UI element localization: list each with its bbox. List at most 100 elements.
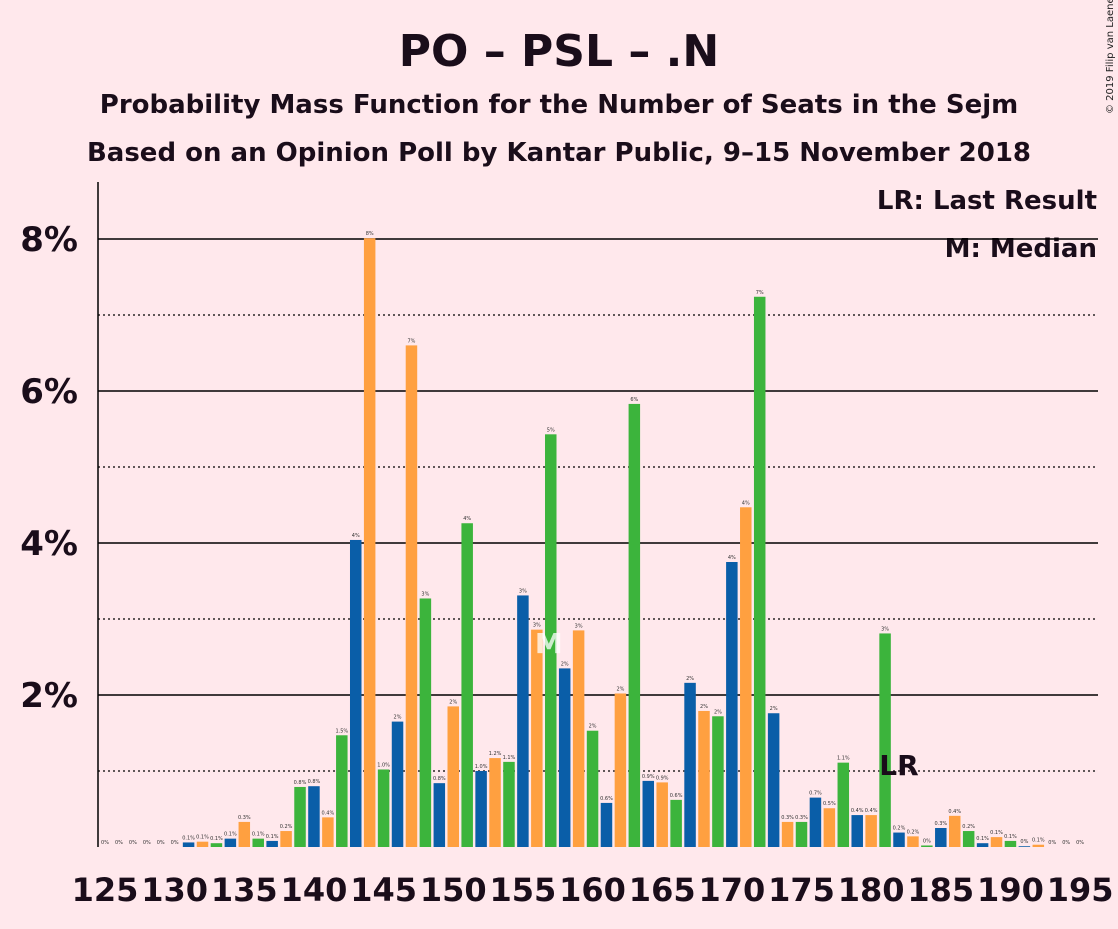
bar-seat-137 bbox=[266, 840, 278, 847]
data-label-seat-158: 2% bbox=[561, 661, 569, 667]
copyright-notice: © 2019 Filip van Laenen bbox=[1105, 0, 1116, 114]
x-tick-label: 175 bbox=[768, 871, 835, 909]
data-label-seat-172: 7% bbox=[756, 290, 764, 296]
data-label-seat-178: 1.1% bbox=[837, 756, 850, 762]
data-label-seat-174: 0.3% bbox=[781, 815, 794, 821]
data-label-seat-134: 0.1% bbox=[224, 832, 237, 838]
data-label-seat-127: 0% bbox=[129, 840, 137, 846]
data-label-seat-184: 0% bbox=[923, 838, 931, 844]
bar-seat-156 bbox=[531, 629, 543, 847]
median-marker: M bbox=[535, 627, 563, 660]
data-label-seat-180: 0.4% bbox=[865, 808, 878, 814]
data-label-seat-170: 4% bbox=[728, 555, 736, 561]
data-label-seat-146: 2% bbox=[394, 715, 402, 721]
data-label-seat-151: 4% bbox=[463, 516, 471, 522]
bar-seat-148 bbox=[419, 598, 432, 847]
bar-seat-175 bbox=[795, 821, 808, 847]
bar-seat-183 bbox=[907, 836, 919, 847]
y-tick-label: 2% bbox=[20, 676, 78, 716]
data-label-seat-144: 8% bbox=[366, 231, 374, 237]
bar-seat-146 bbox=[391, 721, 404, 847]
markers-group: M LR bbox=[535, 627, 919, 782]
data-label-seat-148: 3% bbox=[421, 591, 429, 597]
data-label-seat-162: 2% bbox=[616, 686, 624, 692]
data-label-seat-142: 1.5% bbox=[335, 728, 348, 734]
x-tick-label: 135 bbox=[211, 871, 278, 909]
data-label-seat-152: 1.0% bbox=[475, 764, 488, 770]
bar-seat-143 bbox=[349, 539, 362, 847]
bar-seat-140 bbox=[308, 786, 320, 847]
x-tick-label: 180 bbox=[838, 871, 905, 909]
bar-seat-186 bbox=[948, 815, 961, 847]
bar-seat-132 bbox=[196, 841, 209, 847]
chart-source: Based on an Opinion Poll by Kantar Publi… bbox=[87, 138, 1031, 168]
bar-seat-167 bbox=[684, 682, 696, 847]
data-label-seat-137: 0.1% bbox=[266, 834, 279, 840]
data-label-seat-163: 6% bbox=[630, 397, 638, 403]
bar-seat-184 bbox=[921, 845, 933, 847]
bar-seat-153 bbox=[489, 758, 501, 847]
data-label-seat-188: 0.1% bbox=[976, 836, 989, 842]
bar-seat-176 bbox=[809, 797, 822, 847]
x-tick-label: 170 bbox=[698, 871, 765, 909]
data-label-seat-153: 1.2% bbox=[489, 751, 502, 757]
data-label-seat-125: 0% bbox=[101, 840, 109, 846]
bar-seat-185 bbox=[935, 828, 947, 847]
data-label-seat-140: 0.8% bbox=[308, 779, 321, 785]
x-tick-label: 130 bbox=[141, 871, 208, 909]
data-label-seat-139: 0.8% bbox=[294, 780, 307, 786]
data-labels-group: 0% 0% 0% 0% 0% 0%0.1% 0.1% 0.1%0.1%0.3%0.1% 0.1%… bbox=[101, 231, 1084, 846]
x-tick-label: 150 bbox=[420, 871, 487, 909]
bar-seat-190 bbox=[1004, 840, 1017, 847]
data-label-seat-138: 0.2% bbox=[280, 824, 293, 830]
data-label-seat-179: 0.4% bbox=[851, 808, 864, 814]
data-label-seat-183: 0.2% bbox=[907, 829, 920, 835]
chart-subtitle: Probability Mass Function for the Number… bbox=[100, 90, 1018, 120]
data-label-seat-143: 4% bbox=[352, 533, 360, 539]
bar-seat-172 bbox=[753, 296, 766, 847]
x-tick-label: 155 bbox=[490, 871, 557, 909]
x-tick-label: 185 bbox=[907, 871, 974, 909]
data-label-seat-155: 3% bbox=[519, 588, 527, 594]
bar-seat-135 bbox=[238, 821, 251, 847]
bar-seat-134 bbox=[224, 838, 237, 847]
data-label-seat-186: 0.4% bbox=[948, 809, 961, 815]
bar-seat-178 bbox=[837, 762, 850, 847]
x-tick-label: 190 bbox=[977, 871, 1044, 909]
bar-seat-188 bbox=[976, 843, 989, 847]
data-label-seat-164: 0.9% bbox=[642, 774, 655, 780]
bar-seat-170 bbox=[726, 562, 738, 847]
data-label-seat-149: 0.8% bbox=[433, 776, 446, 782]
chart-title: PO – PSL – .N bbox=[399, 26, 719, 77]
bar-seat-142 bbox=[336, 735, 348, 847]
bar-seat-152 bbox=[475, 771, 487, 847]
data-label-seat-173: 2% bbox=[770, 706, 778, 712]
bar-seat-139 bbox=[294, 786, 306, 847]
x-tick-label: 125 bbox=[72, 871, 139, 909]
bar-seat-151 bbox=[461, 523, 473, 847]
data-label-seat-192: 0.1% bbox=[1032, 838, 1045, 844]
bar-seat-144 bbox=[363, 238, 376, 848]
data-label-seat-147: 7% bbox=[407, 338, 415, 344]
bar-seat-150 bbox=[447, 706, 459, 847]
data-label-seat-150: 2% bbox=[449, 699, 457, 705]
x-tick-label: 165 bbox=[629, 871, 696, 909]
x-tick-label: 145 bbox=[350, 871, 417, 909]
bar-seat-149 bbox=[433, 783, 446, 847]
axes-group: 2% 4% 6% 8% 125 130 135 140 145 150 155 160 165 170 17… bbox=[20, 182, 1113, 909]
bar-seat-160 bbox=[586, 730, 599, 847]
bar-seat-158 bbox=[558, 668, 571, 847]
data-label-seat-145: 1.0% bbox=[377, 762, 390, 768]
bar-seat-162 bbox=[614, 693, 627, 847]
data-label-seat-171: 4% bbox=[742, 500, 750, 506]
bar-seat-141 bbox=[322, 817, 334, 847]
bar-seat-157 bbox=[545, 434, 557, 847]
data-label-seat-133: 0.1% bbox=[210, 836, 223, 842]
y-tick-label: 8% bbox=[20, 220, 78, 260]
bar-seat-169 bbox=[712, 716, 724, 847]
bar-seat-171 bbox=[740, 507, 752, 847]
data-label-seat-154: 1.1% bbox=[503, 755, 516, 761]
bar-seat-187 bbox=[962, 831, 975, 847]
data-label-seat-161: 0.6% bbox=[600, 796, 613, 802]
